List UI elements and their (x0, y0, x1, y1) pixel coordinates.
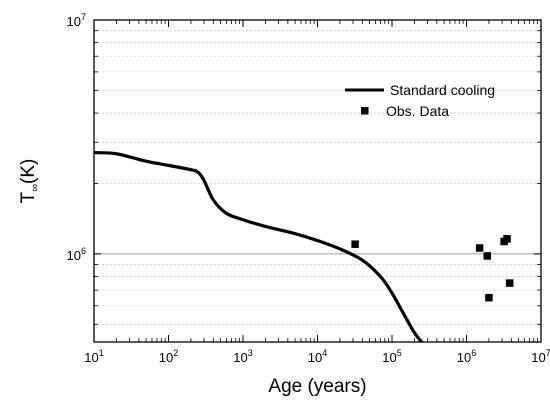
x-tick-label-exponent: 3 (248, 348, 253, 358)
x-tick-label: 102 (159, 348, 178, 365)
obs-data-point (503, 235, 511, 243)
y-tick-label-exponent: 7 (81, 12, 86, 22)
x-tick-label: 105 (382, 348, 401, 365)
x-tick-label-base: 10 (457, 350, 471, 365)
x-tick-label: 103 (233, 348, 252, 365)
obs-data-point (505, 279, 514, 287)
y-axis-title-subscript: ∞ (29, 184, 41, 192)
grid-lines (94, 30, 541, 325)
obs-data-point (483, 252, 492, 260)
legend: Standard cooling Obs. Data (345, 82, 495, 119)
y-tick-label-base: 10 (67, 14, 81, 29)
obs-data-point (351, 240, 359, 248)
y-axis-title-symbol: T (18, 191, 39, 203)
x-tick-label-base: 10 (308, 350, 322, 365)
obs-data-markers (351, 235, 514, 302)
x-tick-label-base: 10 (382, 350, 396, 365)
x-axis-title: Age (years) (268, 376, 366, 397)
y-axis-title-unit: (K) (18, 159, 39, 184)
y-tick-label: 106 (67, 246, 86, 263)
legend-square-swatch (361, 107, 369, 115)
x-tick-label-exponent: 2 (173, 348, 178, 358)
x-tick-label-exponent: 1 (99, 348, 104, 358)
legend-label-obs-data: Obs. Data (386, 103, 449, 119)
plot-frame (93, 19, 542, 343)
x-tick-label: 101 (84, 348, 103, 365)
legend-label-standard-cooling: Standard cooling (390, 82, 495, 98)
x-tick-label-base: 10 (233, 350, 247, 365)
x-tick-label-base: 10 (159, 350, 173, 365)
x-tick-label-base: 10 (84, 350, 98, 365)
x-tick-label-exponent: 6 (471, 348, 476, 358)
axis-ticks (93, 19, 542, 342)
x-tick-label-exponent: 4 (322, 348, 327, 358)
y-axis-title: T∞(K) (18, 159, 41, 204)
x-tick-label: 104 (308, 348, 327, 365)
x-tick-label: 107 (531, 348, 550, 365)
y-tick-label-exponent: 6 (81, 246, 86, 256)
x-tick-label-base: 10 (531, 350, 545, 365)
series-layer (94, 151, 424, 342)
series-line-standard-cooling (94, 151, 424, 342)
x-tick-label-exponent: 7 (546, 348, 550, 358)
y-tick-label-base: 10 (67, 248, 81, 263)
obs-data-point (485, 293, 493, 302)
x-tick-label-exponent: 5 (397, 348, 402, 358)
obs-data-point (475, 244, 484, 252)
x-tick-label: 106 (457, 348, 476, 365)
y-tick-label: 107 (67, 12, 86, 29)
